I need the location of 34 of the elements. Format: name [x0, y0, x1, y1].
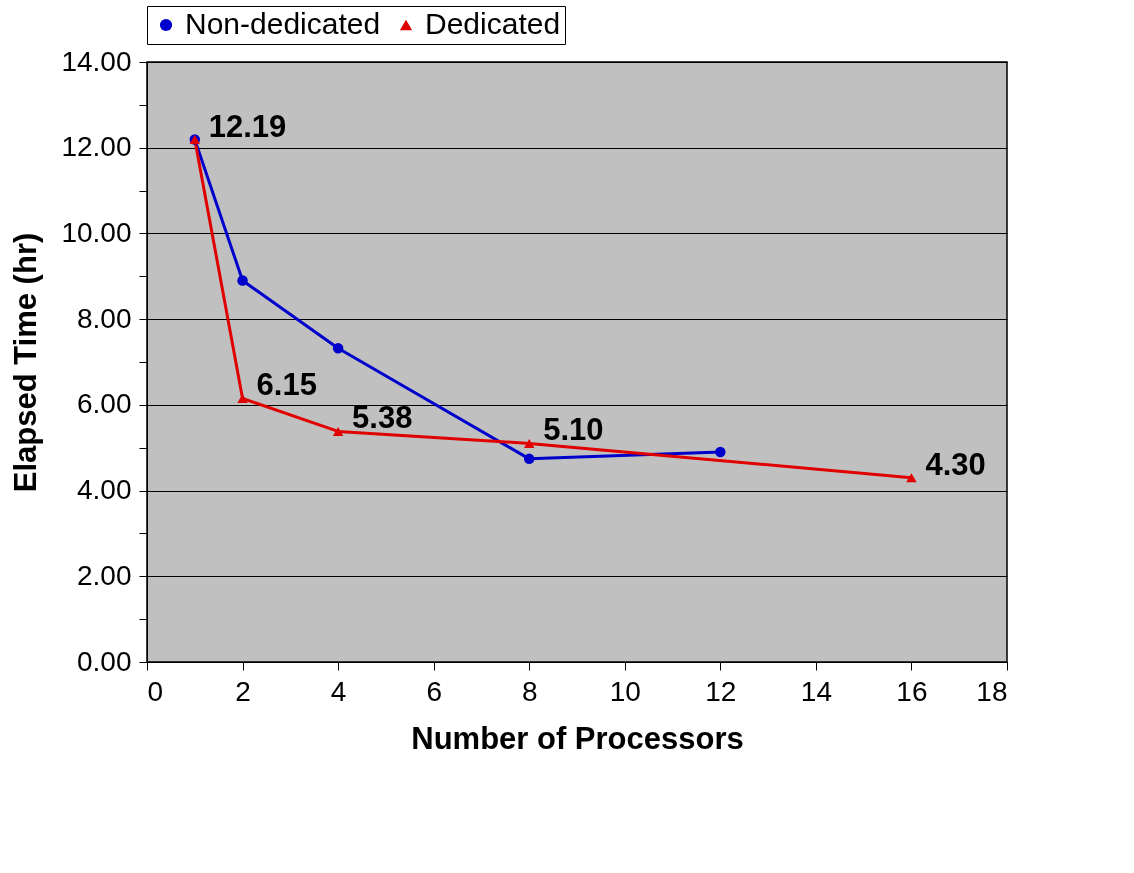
y-tick-label: 8.00 — [77, 302, 132, 334]
x-tick-label: 16 — [896, 675, 928, 707]
data-label: 5.10 — [543, 412, 604, 448]
y-tick-label: 4.00 — [77, 474, 132, 506]
x-axis-title: Number of Processors — [411, 720, 744, 756]
y-tick-label: 0.00 — [77, 645, 132, 677]
point — [332, 426, 344, 436]
point — [715, 446, 726, 458]
x-tick-label: 18 — [976, 675, 1008, 707]
legend-label: Non-dedicated — [185, 7, 381, 40]
x-tick-label: 10 — [609, 675, 641, 707]
x-tick-label: 8 — [521, 675, 538, 707]
data-label: 12.19 — [208, 108, 287, 144]
legend-label: Dedicated — [425, 7, 561, 40]
data-label: 6.15 — [256, 367, 317, 403]
x-tick-label: 12 — [705, 675, 737, 707]
data-label: 4.30 — [925, 446, 986, 482]
y-tick-label: 2.00 — [77, 559, 132, 591]
point — [237, 275, 248, 286]
y-tick-label: 10.00 — [61, 216, 132, 248]
x-tick-label: 14 — [800, 675, 832, 707]
y-tick-label: 14.00 — [61, 45, 132, 77]
point — [523, 438, 535, 448]
y-tick-label: 6.00 — [77, 388, 132, 420]
point — [523, 453, 535, 465]
point — [906, 473, 917, 483]
x-tick-label: 0 — [147, 675, 164, 707]
data-label: 5.38 — [352, 400, 413, 436]
point — [332, 343, 344, 354]
y-tick-label: 12.00 — [61, 131, 132, 163]
x-tick-label: 2 — [235, 675, 251, 707]
x-tick-label: 6 — [426, 675, 442, 707]
y-axis-title: Elapsed Time (hr) — [8, 232, 44, 493]
x-tick-label: 4 — [330, 675, 347, 707]
